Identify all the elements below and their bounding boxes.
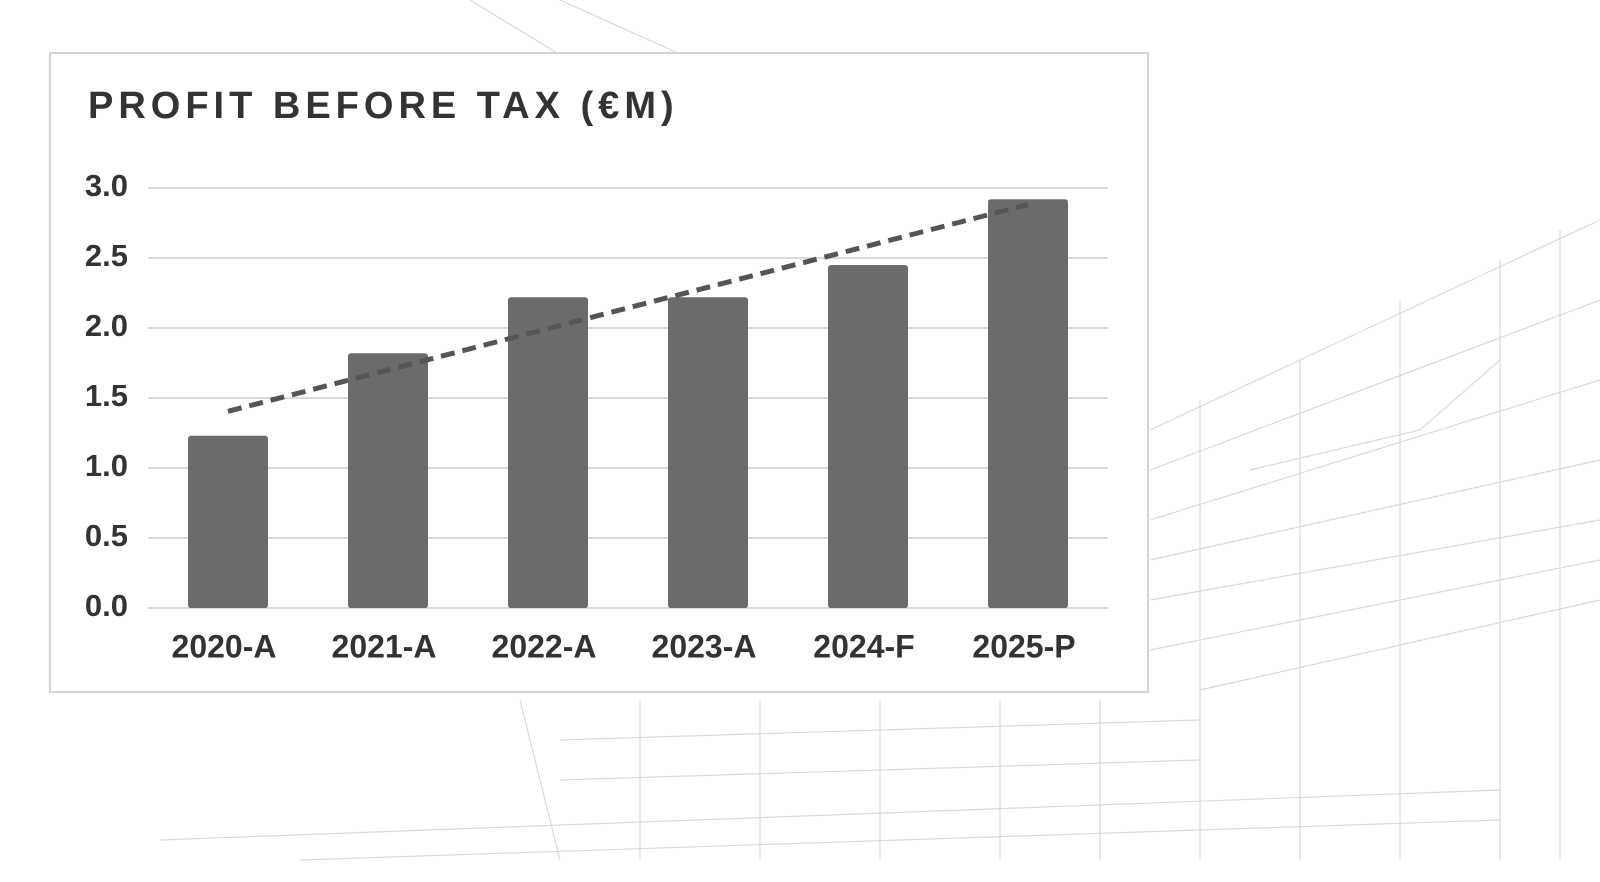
bar: [828, 265, 908, 608]
x-tick-label: 2022-A: [492, 628, 597, 664]
y-tick-label: 2.0: [85, 308, 128, 343]
bar: [188, 435, 268, 608]
chart-title: PROFIT BEFORE TAX (€M): [88, 85, 679, 127]
x-tick-label: 2020-A: [172, 628, 277, 664]
trendline: [227, 202, 1029, 414]
y-tick-label: 1.5: [85, 378, 128, 413]
x-tick-label: 2023-A: [652, 628, 757, 664]
y-tick-label: 1.0: [85, 448, 128, 483]
y-tick-label: 0.5: [85, 518, 128, 553]
x-tick-label: 2021-A: [332, 628, 437, 664]
x-tick-label: 2025-P: [972, 628, 1075, 664]
x-tick-label: 2024-F: [813, 628, 914, 664]
bar: [348, 353, 428, 608]
y-tick-label: 3.0: [85, 168, 128, 203]
y-tick-label: 0.0: [85, 588, 128, 623]
bar: [508, 297, 588, 608]
bar: [988, 199, 1068, 608]
bar: [668, 297, 748, 608]
background-sketch: [159, 0, 1600, 861]
y-tick-label: 2.5: [85, 238, 128, 273]
